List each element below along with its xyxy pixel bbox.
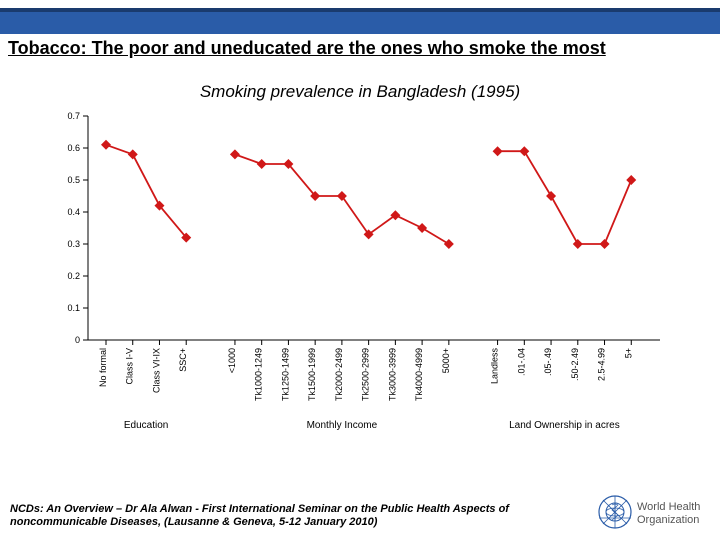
x-tick-label: Tk1250-1499 xyxy=(280,348,290,401)
footer-line-1: NCDs: An Overview – Dr Ala Alwan - First… xyxy=(10,503,509,515)
x-tick-label: .05-.49 xyxy=(543,348,553,376)
x-tick-label: 2.5-4.99 xyxy=(597,348,607,381)
x-tick-label: <1000 xyxy=(227,348,237,373)
x-tick-label: Class VI-IX xyxy=(151,348,161,393)
x-tick-label: Tk1500-1999 xyxy=(307,348,317,401)
x-tick-label: .50-2.49 xyxy=(570,348,580,381)
x-tick-label: 5+ xyxy=(623,348,633,358)
x-tick-label: Landless xyxy=(490,348,500,385)
x-tick-label: SSC+ xyxy=(178,348,188,372)
chart-subtitle: Smoking prevalence in Bangladesh (1995) xyxy=(0,82,720,102)
svg-text:0.6: 0.6 xyxy=(67,143,80,153)
svg-text:Organization: Organization xyxy=(637,514,699,526)
x-tick-label: Tk1000-1249 xyxy=(254,348,264,401)
x-tick-label: Class I-V xyxy=(125,348,135,385)
group-label: Education xyxy=(124,420,168,431)
slide-title: Tobacco: The poor and uneducated are the… xyxy=(8,38,712,59)
svg-text:0.3: 0.3 xyxy=(67,239,80,249)
svg-text:0.4: 0.4 xyxy=(67,207,80,217)
footer-line-2: noncommunicable Diseases, (Lausanne & Ge… xyxy=(10,516,377,528)
x-tick-label: Tk2000-2499 xyxy=(334,348,344,401)
x-tick-label: Tk4000-4999 xyxy=(414,348,424,401)
title-band xyxy=(0,8,720,34)
who-logo: World Health Organization xyxy=(595,492,710,532)
svg-text:0.1: 0.1 xyxy=(67,303,80,313)
prevalence-chart: 0 0.1 0.2 0.3 0.4 0.5 0.6 0.7 No formal Class I-V… xyxy=(50,110,670,450)
footer-citation: NCDs: An Overview – Dr Ala Alwan - First… xyxy=(10,503,570,531)
x-tick-label: Tk2500-2999 xyxy=(361,348,371,401)
x-tick-label: Tk3000-3999 xyxy=(387,348,397,401)
x-tick-label: 5000+ xyxy=(441,348,451,373)
x-tick-label: No formal xyxy=(98,348,108,387)
group-label: Monthly Income xyxy=(307,420,378,431)
x-tick-label: .01-.04 xyxy=(516,348,526,376)
svg-text:0.5: 0.5 xyxy=(67,175,80,185)
svg-text:0.2: 0.2 xyxy=(67,271,80,281)
svg-text:World Health: World Health xyxy=(637,501,700,513)
group-label: Land Ownership in acres xyxy=(509,420,620,431)
slide-root: Tobacco: The poor and uneducated are the… xyxy=(0,0,720,540)
svg-text:0: 0 xyxy=(75,335,80,345)
svg-text:0.7: 0.7 xyxy=(67,111,80,121)
